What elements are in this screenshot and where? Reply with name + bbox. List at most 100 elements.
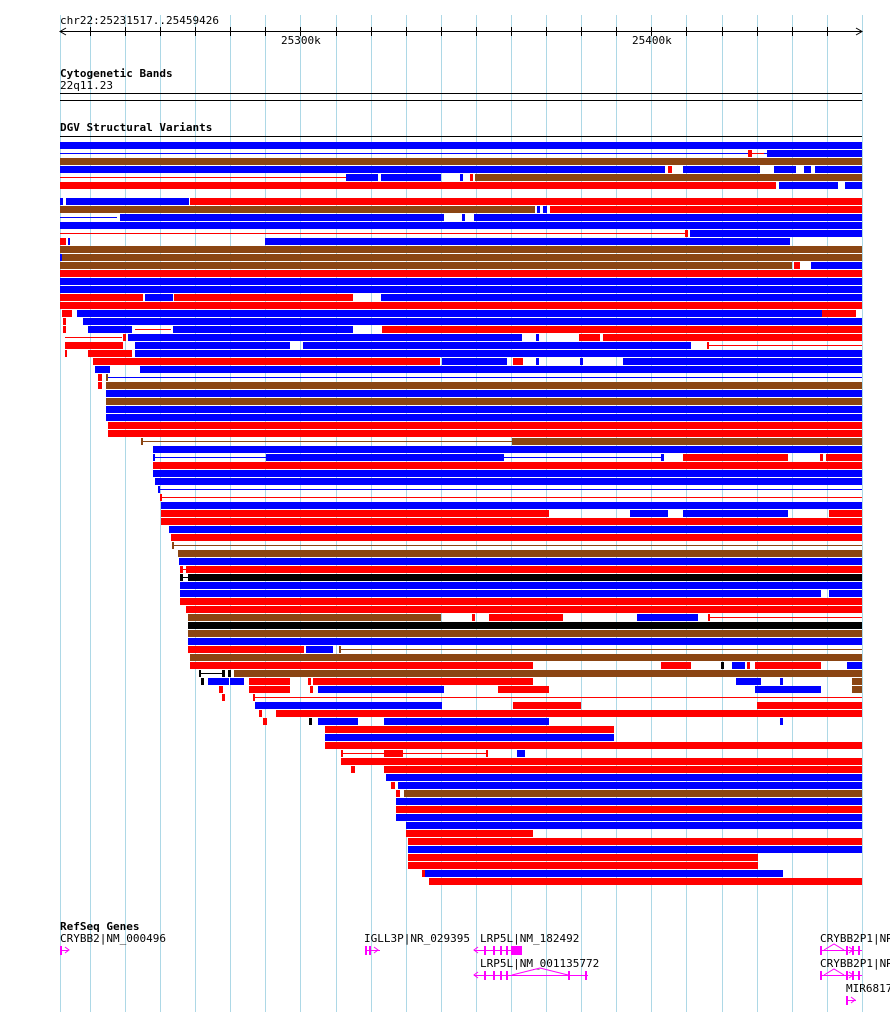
gene-strand-arrow[interactable] bbox=[473, 946, 479, 954]
variant-bar[interactable] bbox=[486, 750, 488, 757]
variant-bar[interactable] bbox=[820, 454, 823, 461]
gene-strand-arrow[interactable] bbox=[373, 946, 379, 954]
variant-bar[interactable] bbox=[845, 182, 862, 189]
variant-bar[interactable] bbox=[60, 254, 62, 261]
variant-bar[interactable] bbox=[60, 286, 862, 293]
cytoband-label[interactable]: 22q11.23 bbox=[60, 79, 113, 92]
variant-bar[interactable] bbox=[739, 678, 761, 685]
variant-bar[interactable] bbox=[135, 350, 862, 357]
variant-bar[interactable] bbox=[462, 214, 465, 221]
variant-bar[interactable] bbox=[442, 358, 507, 365]
variant-bar[interactable] bbox=[755, 662, 821, 669]
variant-bar[interactable] bbox=[404, 790, 862, 797]
variant-bar[interactable] bbox=[230, 678, 244, 685]
variant-bar[interactable] bbox=[429, 878, 862, 885]
variant-bar[interactable] bbox=[60, 246, 862, 253]
variant-bar[interactable] bbox=[186, 566, 862, 573]
variant-bar[interactable] bbox=[186, 606, 862, 613]
variant-bar[interactable] bbox=[398, 782, 862, 789]
variant-bar[interactable] bbox=[815, 166, 862, 173]
variant-bar[interactable] bbox=[95, 366, 110, 373]
variant-bar[interactable] bbox=[265, 238, 790, 245]
variant-bar[interactable] bbox=[339, 646, 341, 653]
variant-bar[interactable] bbox=[77, 310, 822, 317]
gene-strand-arrow[interactable] bbox=[848, 971, 854, 979]
variant-bar[interactable] bbox=[98, 382, 102, 389]
variant-bar[interactable] bbox=[276, 710, 862, 717]
gene-exon[interactable] bbox=[493, 946, 495, 955]
variant-bar[interactable] bbox=[537, 206, 540, 213]
variant-bar[interactable] bbox=[179, 558, 862, 565]
variant-bar[interactable] bbox=[630, 510, 668, 517]
variant-bar[interactable] bbox=[303, 342, 691, 349]
gene-label[interactable]: CRYBB2|NM_000496 bbox=[60, 932, 166, 945]
variant-bar[interactable] bbox=[120, 214, 444, 221]
variant-bar[interactable] bbox=[408, 838, 862, 845]
variant-bar[interactable] bbox=[123, 334, 126, 341]
variant-bar[interactable] bbox=[62, 254, 862, 261]
variant-bar[interactable] bbox=[174, 294, 353, 301]
variant-bar[interactable] bbox=[60, 142, 862, 149]
variant-bar[interactable] bbox=[60, 302, 862, 309]
variant-bar[interactable] bbox=[60, 182, 776, 189]
variant-bar[interactable] bbox=[474, 214, 862, 221]
variant-bar[interactable] bbox=[63, 318, 66, 325]
variant-bar[interactable] bbox=[180, 566, 183, 573]
variant-bar[interactable] bbox=[60, 294, 143, 301]
variant-bar[interactable] bbox=[661, 454, 664, 461]
variant-bar[interactable] bbox=[381, 174, 441, 181]
variant-bar[interactable] bbox=[141, 438, 143, 445]
gene-exon[interactable] bbox=[846, 971, 848, 980]
variant-bar[interactable] bbox=[747, 662, 750, 669]
variant-bar[interactable] bbox=[128, 334, 176, 341]
gene-intron[interactable] bbox=[511, 967, 569, 976]
variant-bar[interactable] bbox=[579, 334, 600, 341]
variant-bar[interactable] bbox=[774, 166, 796, 173]
variant-bar[interactable] bbox=[425, 870, 783, 877]
variant-bar[interactable] bbox=[543, 206, 547, 213]
variant-bar[interactable] bbox=[475, 174, 862, 181]
variant-bar[interactable] bbox=[408, 862, 758, 869]
gene-exon[interactable] bbox=[511, 946, 522, 955]
variant-bar[interactable] bbox=[63, 326, 66, 333]
variant-bar[interactable] bbox=[408, 854, 758, 861]
ruler-axis[interactable] bbox=[0, 0, 890, 50]
gene-label[interactable]: IGLL3P|NR_029395 bbox=[364, 932, 470, 945]
variant-bar[interactable] bbox=[346, 174, 378, 181]
variant-bar[interactable] bbox=[93, 358, 440, 365]
variant-bar[interactable] bbox=[249, 678, 290, 685]
variant-bar[interactable] bbox=[155, 478, 862, 485]
variant-bar[interactable] bbox=[60, 278, 862, 285]
variant-bar[interactable] bbox=[106, 390, 862, 397]
variant-bar[interactable] bbox=[190, 662, 533, 669]
gene-exon[interactable] bbox=[484, 946, 486, 955]
variant-bar[interactable] bbox=[637, 614, 698, 621]
variant-bar[interactable] bbox=[188, 646, 304, 653]
variant-bar[interactable] bbox=[106, 398, 862, 405]
variant-bar[interactable] bbox=[422, 870, 425, 877]
variant-bar[interactable] bbox=[779, 182, 838, 189]
variant-bar[interactable] bbox=[180, 574, 183, 581]
variant-bar[interactable] bbox=[396, 814, 862, 821]
variant-bar[interactable] bbox=[108, 422, 862, 429]
variant-bar[interactable] bbox=[306, 646, 333, 653]
variant-bar[interactable] bbox=[829, 590, 862, 597]
variant-bar[interactable] bbox=[145, 294, 173, 301]
gene-label[interactable]: LRP5L|NM_001135772 bbox=[480, 957, 600, 970]
gene-exon[interactable] bbox=[858, 946, 860, 955]
variant-bar[interactable] bbox=[68, 238, 70, 245]
variant-bar[interactable] bbox=[153, 462, 862, 469]
variant-bar[interactable] bbox=[536, 334, 539, 341]
variant-bar[interactable] bbox=[470, 174, 473, 181]
variant-bar[interactable] bbox=[219, 686, 223, 693]
variant-bar[interactable] bbox=[98, 374, 102, 381]
variant-bar[interactable] bbox=[707, 342, 709, 349]
variant-bar[interactable] bbox=[62, 310, 72, 317]
variant-bar[interactable] bbox=[208, 678, 229, 685]
variant-bar[interactable] bbox=[188, 574, 862, 581]
gene-exon[interactable] bbox=[484, 971, 486, 980]
gene-exon[interactable] bbox=[506, 946, 508, 955]
variant-bar[interactable] bbox=[153, 470, 862, 477]
variant-bar[interactable] bbox=[199, 670, 201, 677]
variant-bar[interactable] bbox=[690, 230, 862, 237]
